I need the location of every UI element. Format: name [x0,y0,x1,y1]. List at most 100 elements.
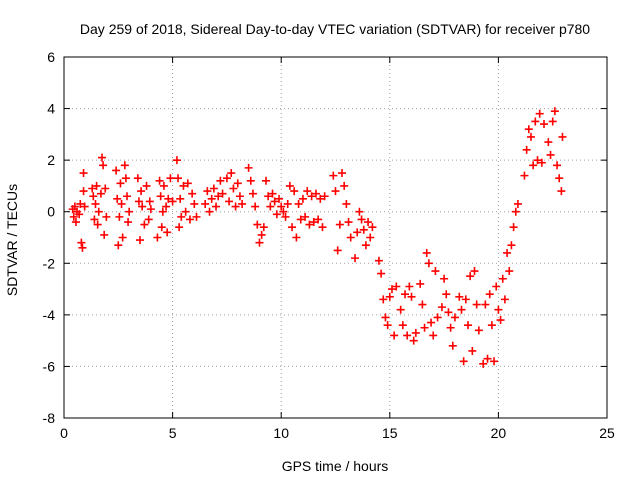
data-point [205,207,214,216]
data-point [96,189,105,198]
data-point [535,109,544,118]
data-point [69,212,78,221]
data-point [248,189,257,198]
grid-layer [64,57,607,418]
data-point [138,202,147,211]
data-point [437,303,446,312]
data-point [403,331,412,340]
data-point [285,181,294,190]
data-point [450,313,459,322]
data-point [185,215,194,224]
data-point [136,236,145,245]
y-tick-label: -6 [43,358,56,374]
data-point [144,215,153,224]
data-point [424,259,433,268]
data-point [162,202,171,211]
data-point [459,357,468,366]
data-point [91,199,100,208]
data-point [361,241,370,250]
data-point [307,192,316,201]
data-point [275,194,284,203]
x-tick-label: 0 [60,425,68,441]
y-tick-label: 0 [47,204,55,220]
data-point [218,189,227,198]
data-point [298,194,307,203]
data-point [113,194,122,203]
data-point [181,207,190,216]
y-tick-label: 2 [47,152,55,168]
data-point [229,184,238,193]
data-point [118,233,127,242]
data-point [503,248,512,257]
data-point [183,179,192,188]
data-point [177,212,186,221]
data-point [88,184,97,193]
data-point [279,207,288,216]
data-point [500,295,509,304]
data-point [558,132,567,141]
data-point [146,205,155,214]
data-point [290,187,299,196]
data-point [513,199,522,208]
x-axis-label: GPS time / hours [282,458,389,474]
data-point [166,174,175,183]
data-point [294,199,303,208]
data-point [76,199,85,208]
data-point [316,194,325,203]
data-point [364,218,373,227]
data-point [188,189,197,198]
data-point [292,233,301,242]
x-tick-label: 10 [273,425,289,441]
x-tick-label: 25 [599,425,615,441]
data-point [122,192,131,201]
data-point [546,150,555,159]
data-point [509,223,518,232]
data-point [366,233,375,242]
data-point [114,241,123,250]
data-point [550,107,559,116]
data-point [444,308,453,317]
data-point [555,174,564,183]
data-point [383,321,392,330]
data-point [155,176,164,185]
plot-frame [63,56,608,419]
data-point [483,354,492,363]
data-point [481,300,490,309]
data-point [529,161,538,170]
data-point [255,238,264,247]
data-point [238,199,247,208]
data-point [163,228,172,237]
data-point [544,138,553,147]
data-point [142,181,151,190]
data-point [145,197,154,206]
data-point [340,181,349,190]
data-point [411,328,420,337]
data-point [281,212,290,221]
data-point [507,241,516,250]
data-point [101,184,110,193]
data-point [301,212,310,221]
data-point [80,202,89,211]
y-axis-label: SDTVAR / TECUs [4,184,20,296]
data-point [174,174,183,183]
data-point [225,197,234,206]
data-point [474,326,483,335]
data-point [498,274,507,283]
data-point [124,218,133,227]
x-tick-label: 5 [169,425,177,441]
data-point [75,210,84,219]
data-point [264,192,273,201]
data-point [222,174,231,183]
data-point [329,171,338,180]
data-point [522,145,531,154]
data-point [207,194,216,203]
data-point [407,292,416,301]
x-tick-label: 20 [491,425,507,441]
data-point [120,161,129,170]
data-point [78,243,87,252]
data-point [192,212,201,221]
data-point [270,197,279,206]
data-point [90,215,99,224]
data-point [305,220,314,229]
